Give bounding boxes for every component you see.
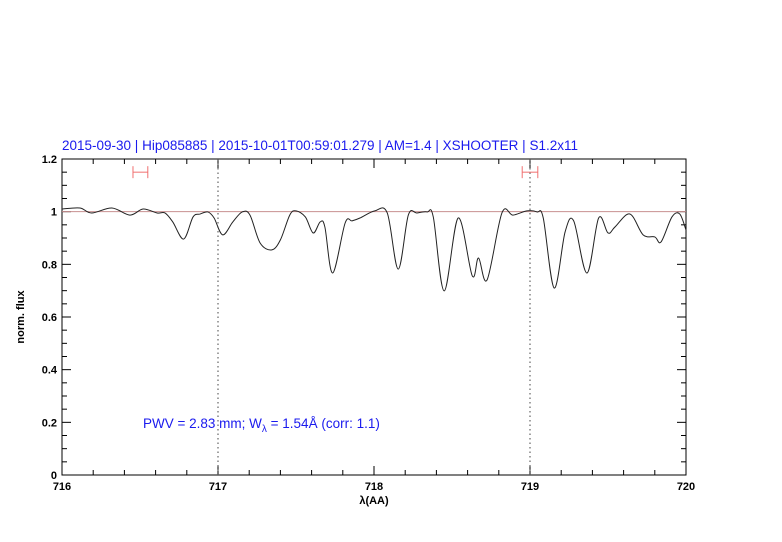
annotation-subscript: λ (262, 424, 267, 435)
y-tick-label: 0.2 (42, 417, 57, 429)
chart-title: 2015-09-30 | Hip085885 | 2015-10-01T00:5… (62, 138, 578, 153)
x-tick-label: 717 (209, 481, 227, 493)
annotation-suffix: = 1.54Å (corr: 1.1) (267, 416, 380, 431)
x-tick-label: 719 (521, 481, 539, 493)
x-axis-label: λ(AA) (359, 495, 389, 507)
y-tick-label: 0.6 (42, 312, 57, 324)
y-tick-label: 1.2 (42, 154, 57, 166)
y-tick-label: 0.4 (42, 365, 58, 377)
plot-area: 716 717 718 719 720 0 0.2 0.4 0.6 0.8 1 1.2 (42, 154, 695, 493)
pwv-annotation: PWV = 2.83 mm; Wλ = 1.54Å (corr: 1.1) (143, 416, 380, 435)
annotation-prefix: PWV = 2.83 mm; W (143, 416, 262, 431)
x-tick-label: 720 (677, 481, 695, 493)
y-tick-label: 1 (51, 207, 57, 219)
spectrum-line (61, 207, 687, 292)
y-axis-label: norm. flux (15, 290, 27, 344)
x-tick-label: 718 (365, 481, 383, 493)
x-tick-label: 716 (53, 481, 71, 493)
y-tick-label: 0.8 (42, 259, 57, 271)
y-tick-label: 0 (51, 470, 57, 482)
